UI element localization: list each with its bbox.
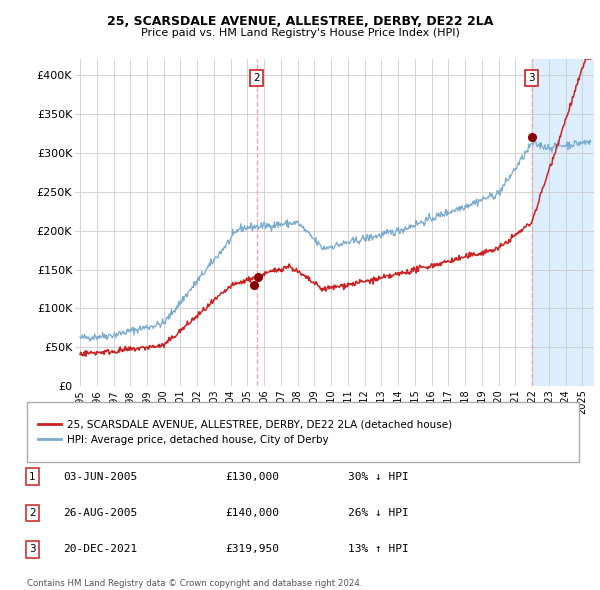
Text: 25, SCARSDALE AVENUE, ALLESTREE, DERBY, DE22 2LA: 25, SCARSDALE AVENUE, ALLESTREE, DERBY, …	[107, 15, 493, 28]
Text: 3: 3	[29, 545, 35, 555]
Text: 26% ↓ HPI: 26% ↓ HPI	[347, 508, 409, 518]
Text: £319,950: £319,950	[225, 545, 279, 555]
Text: 26-AUG-2005: 26-AUG-2005	[63, 508, 137, 518]
Text: 13% ↑ HPI: 13% ↑ HPI	[347, 545, 409, 555]
Legend: 25, SCARSDALE AVENUE, ALLESTREE, DERBY, DE22 2LA (detached house), HPI: Average : 25, SCARSDALE AVENUE, ALLESTREE, DERBY, …	[34, 415, 457, 449]
Text: 20-DEC-2021: 20-DEC-2021	[63, 545, 137, 555]
Bar	[532, 59, 599, 386]
Text: Price paid vs. HM Land Registry's House Price Index (HPI): Price paid vs. HM Land Registry's House …	[140, 28, 460, 38]
Text: 03-JUN-2005: 03-JUN-2005	[63, 471, 137, 481]
Text: £140,000: £140,000	[225, 508, 279, 518]
Text: 3: 3	[528, 73, 535, 83]
Text: 2: 2	[29, 508, 35, 518]
Text: 30% ↓ HPI: 30% ↓ HPI	[347, 471, 409, 481]
Text: Contains HM Land Registry data © Crown copyright and database right 2024.
This d: Contains HM Land Registry data © Crown c…	[27, 579, 362, 590]
Text: 1: 1	[29, 471, 35, 481]
FancyBboxPatch shape	[27, 402, 579, 462]
Text: 2: 2	[253, 73, 260, 83]
Text: £130,000: £130,000	[225, 471, 279, 481]
